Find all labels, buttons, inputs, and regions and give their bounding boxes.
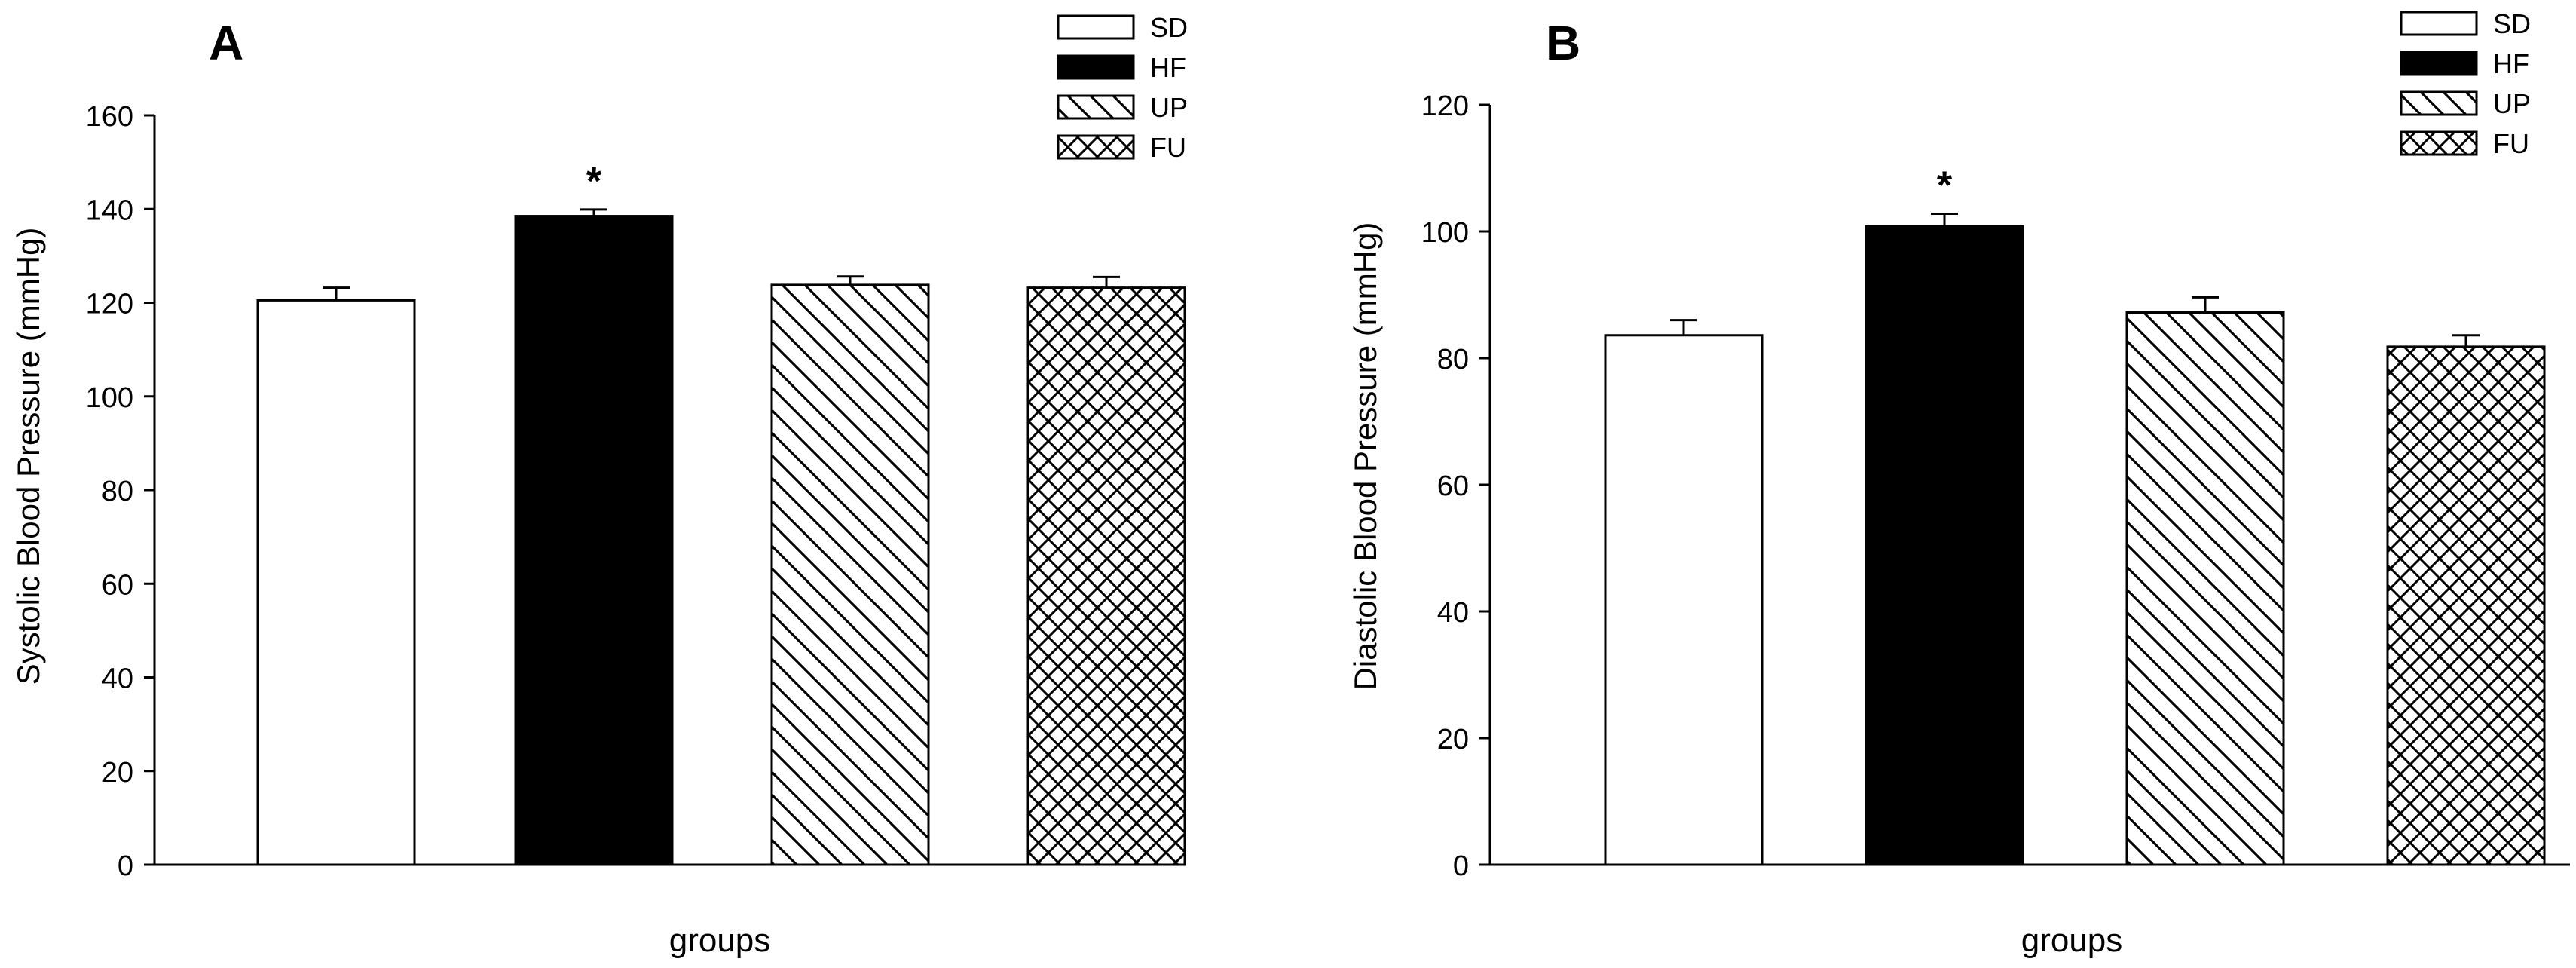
panel-b-significance-marker: *	[1937, 164, 1953, 207]
panel-a-legend-swatch-sd	[1057, 14, 1135, 40]
panel-b-legend-swatch-fu	[2400, 130, 2478, 156]
panel-a-x-axis-title: groups	[669, 922, 771, 959]
panel-b-bar-up	[2125, 311, 2285, 866]
panel-b-bar-sd	[1604, 334, 1764, 866]
panel-b-y-tick-label: 120	[1421, 90, 1469, 122]
panel-a-legend-label-hf: HF	[1150, 52, 1186, 83]
panel-a-y-tick-label: 160	[86, 101, 133, 133]
panel-a-legend-label-fu: FU	[1150, 132, 1186, 163]
panel-a-bar-fu	[1026, 286, 1186, 866]
panel-a-bar-hf	[514, 215, 674, 866]
panel-b-plot: 0 20 40 60 80 100 120 *	[1421, 90, 2570, 882]
panel-a-y-tick-label: 100	[86, 382, 133, 414]
panel-b-y-tick-label: 100	[1421, 217, 1469, 249]
panel-b-y-tick-label: 40	[1437, 597, 1469, 629]
panel-b-legend-swatch-hf	[2400, 51, 2478, 76]
panel-b-bar-hf	[1865, 225, 2024, 866]
panel-a-y-tick-label: 120	[86, 289, 133, 320]
panel-a-label: A	[209, 16, 243, 70]
panel-a-y-axis-title: Systolic Blood Pressure (mmHg)	[11, 228, 46, 685]
panel-b-legend-label-sd: SD	[2493, 8, 2531, 39]
panel-a: A Systolic Blood Pressure (mmHg) groups …	[11, 12, 1188, 959]
panel-b-y-axis-title: Diastolic Blood Pressure (mmHg)	[1348, 222, 1383, 691]
panel-a-legend: SD HF UP FU	[1057, 12, 1188, 163]
panel-b-bar-fu	[2386, 345, 2546, 866]
panel-b-legend-label-hf: HF	[2493, 48, 2529, 79]
panel-a-bar-sd	[256, 299, 416, 866]
panel-b-legend-swatch-sd	[2400, 11, 2478, 36]
panel-b-y-tick-label: 80	[1437, 344, 1469, 375]
panel-b-x-axis-title: groups	[2021, 922, 2123, 959]
panel-a-legend-swatch-up	[1057, 94, 1135, 120]
panel-a-y-tick-label: 140	[86, 195, 133, 226]
panel-b-legend-label-fu: FU	[2493, 128, 2529, 159]
panel-a-y-tick-label: 80	[102, 476, 133, 507]
panel-b-y-tick-label: 60	[1437, 470, 1469, 502]
panel-b-label: B	[1546, 16, 1580, 70]
panel-a-y-tick-label: 0	[118, 850, 133, 882]
panel-a-y-tick-label: 40	[102, 663, 133, 695]
panel-b-y-tick-label: 20	[1437, 724, 1469, 755]
panel-b-legend: SD HF UP FU	[2400, 8, 2531, 159]
panel-a-legend-swatch-hf	[1057, 54, 1135, 80]
panel-a-legend-label-up: UP	[1150, 92, 1188, 123]
panel-b-legend-label-up: UP	[2493, 88, 2531, 119]
panel-a-bar-up	[770, 283, 930, 866]
panel-a-legend-label-sd: SD	[1150, 12, 1188, 43]
panel-a-y-tick-label: 20	[102, 757, 133, 789]
panel-b: B Diastolic Blood Pressure (mmHg) groups…	[1348, 8, 2570, 959]
panel-a-significance-marker: *	[586, 160, 602, 204]
panel-a-plot: 0 20 40 60 80 100 120 140 160 *	[86, 101, 1186, 882]
panel-b-y-tick-label: 0	[1453, 850, 1469, 882]
panel-a-legend-swatch-fu	[1057, 134, 1135, 160]
panel-a-y-tick-label: 60	[102, 569, 133, 601]
panel-b-legend-swatch-up	[2400, 90, 2478, 116]
